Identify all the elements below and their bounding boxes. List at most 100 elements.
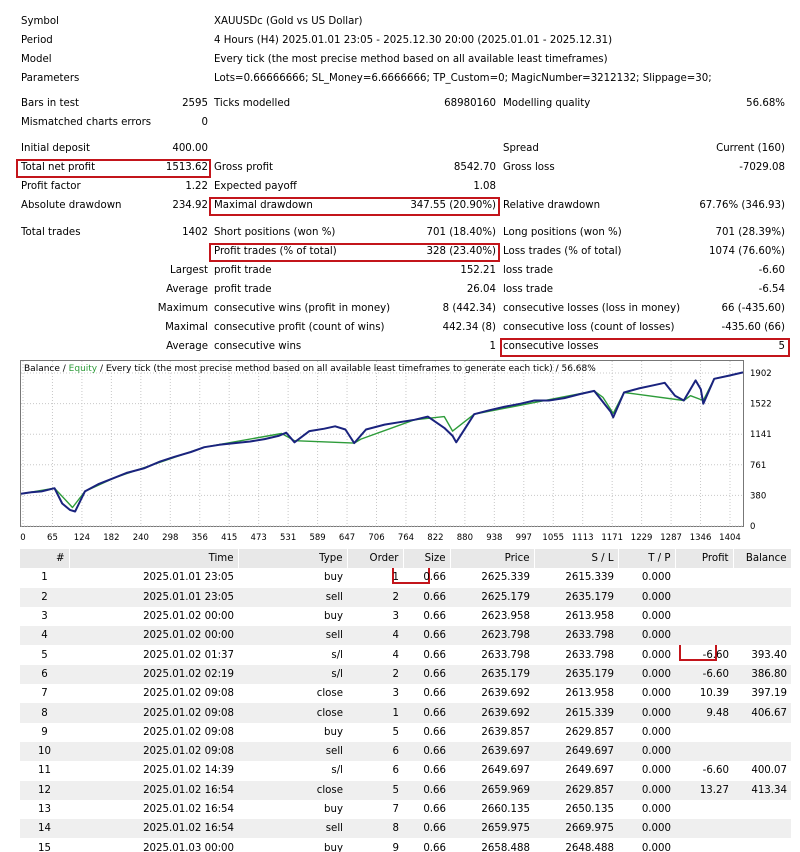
model-label: Model <box>21 54 52 65</box>
cell-order: 9 <box>392 842 399 852</box>
table-row[interactable]: 11 2025.01.02 14:39 s/l 6 0.66 2649.697 2649.6… <box>20 761 791 780</box>
cell-time: 2025.01.01 23:05 <box>143 572 234 584</box>
column-header-price[interactable]: Price <box>450 549 535 569</box>
table-row[interactable]: 9 2025.01.02 09:08 buy 5 0.66 2639.857 2629.85… <box>20 723 791 742</box>
cell-size: 0.66 <box>423 804 446 815</box>
x-tick-label: 589 <box>309 533 325 543</box>
table-row[interactable]: 6 2025.01.02 02:19 s/l 2 0.66 2635.179 2635.17… <box>20 664 791 685</box>
highlight-max-drawdown <box>209 197 500 216</box>
cell-num: 12 <box>20 780 69 800</box>
table-row[interactable]: 14 2025.01.02 16:54 sell 8 0.66 2659.975 2669.… <box>20 819 791 839</box>
x-tick-label: 124 <box>74 533 90 543</box>
column-header-tp[interactable]: T / P <box>618 549 676 569</box>
cell-size: 0.66 <box>423 572 446 584</box>
cell-balance <box>733 568 791 587</box>
cell-num: 15 <box>38 842 51 852</box>
x-tick-label: 822 <box>427 533 443 543</box>
cell-sl: 2633.798 <box>534 626 618 646</box>
cell-time: 2025.01.02 14:39 <box>143 765 234 777</box>
cell-num: 6 <box>20 664 69 685</box>
cell-profit: -6.60 <box>675 664 733 685</box>
chart-series <box>20 371 744 513</box>
cell-num: 10 <box>20 741 69 762</box>
long-positions-label: Long positions (won %) <box>503 227 622 238</box>
maximal-label: Maximal <box>165 322 208 333</box>
cell-time: 2025.01.02 16:54 <box>69 819 238 839</box>
table-row[interactable]: 13 2025.01.02 16:54 buy 7 0.66 2660.135 2650.1… <box>20 800 791 819</box>
table-row[interactable]: 8 2025.01.02 09:08 close 1 0.66 2639.692 2615.… <box>20 703 791 723</box>
x-tick-label: 938 <box>486 533 502 543</box>
maximal-consecutive-profit-value: 442.34 (8) <box>442 322 496 333</box>
gross-profit-value: 8542.70 <box>453 162 496 173</box>
cell-price: 2659.975 <box>450 819 534 839</box>
cell-price: 2658.488 <box>481 842 530 852</box>
loss-trades-label: Loss trades (% of total) <box>503 246 622 257</box>
cell-balance: 406.67 <box>733 703 791 723</box>
table-row[interactable]: 10 2025.01.02 09:08 sell 6 0.66 2639.697 2649.… <box>20 741 791 762</box>
highlight-net-profit <box>16 159 211 178</box>
legend-equity: Equity <box>69 364 98 374</box>
table-row[interactable]: 7 2025.01.02 09:08 close 3 0.66 2639.692 2613.… <box>20 684 791 703</box>
cell-num: 8 <box>20 703 69 723</box>
column-header-time[interactable]: Time <box>69 549 239 569</box>
cell-type: sell <box>238 626 347 646</box>
cell-time: 2025.01.02 09:08 <box>69 741 238 762</box>
cell-tp: 0.000 <box>641 688 671 700</box>
table-row[interactable]: 3 2025.01.02 00:00 buy 3 0.66 2623.958 2613.95… <box>20 607 791 626</box>
max-consecutive-losses-label: consecutive losses (loss in money) <box>503 303 681 314</box>
cell-price: 2660.135 <box>481 804 530 815</box>
cell-tp: 0.000 <box>618 587 675 607</box>
cell-sl: 2649.697 <box>534 741 618 762</box>
absolute-drawdown-label: Absolute drawdown <box>21 200 122 211</box>
balance-chart: Balance / Equity / Every tick (the most … <box>20 360 791 544</box>
table-row[interactable]: 5 2025.01.02 01:37 s/l 4 0.66 2633.798 2633.79… <box>20 645 791 664</box>
cell-size: 0.66 <box>403 587 450 607</box>
bars-label: Bars in test <box>21 98 80 109</box>
y-tick-label: 1522 <box>750 400 772 410</box>
chart-legend: Balance / Equity / Every tick (the most … <box>24 364 596 374</box>
cell-tp: 0.000 <box>618 703 675 723</box>
cell-sl: 2613.958 <box>565 688 614 700</box>
y-tick-label: 380 <box>750 491 766 501</box>
cell-tp: 0.000 <box>641 611 671 623</box>
table-row[interactable]: 2 2025.01.01 23:05 sell 2 0.66 2625.179 2635.1… <box>20 587 791 607</box>
cell-profit: -6.60 <box>702 765 729 777</box>
cell-order: 6 <box>392 765 399 777</box>
cell-price: 2639.692 <box>450 703 534 723</box>
average-loss-value: -6.54 <box>758 284 785 295</box>
column-header-size[interactable]: Size <box>403 549 451 569</box>
column-header-num[interactable]: # <box>20 549 70 569</box>
table-row[interactable]: 12 2025.01.02 16:54 close 5 0.66 2659.969 2629… <box>20 780 791 800</box>
table-row[interactable]: 4 2025.01.02 00:00 sell 4 0.66 2623.798 2633.7… <box>20 626 791 646</box>
cell-time: 2025.01.02 16:54 <box>143 804 234 815</box>
max-consecutive-losses-value: 66 (-435.60) <box>721 303 785 314</box>
spread-value: Current (160) <box>716 143 785 154</box>
cell-type: close <box>238 703 347 723</box>
cell-order: 5 <box>392 726 399 738</box>
column-header-sl[interactable]: S / L <box>534 549 619 569</box>
short-positions-value: 701 (18.40%) <box>426 227 496 238</box>
legend-description: / Every tick (the most precise method ba… <box>97 364 596 374</box>
cell-type: buy <box>324 842 343 852</box>
cell-type: sell <box>238 587 347 607</box>
table-row[interactable]: 15 2025.01.03 00:00 buy 9 0.66 2658.488 2648.4… <box>20 838 791 852</box>
cell-balance <box>733 607 791 626</box>
cell-time: 2025.01.03 00:00 <box>143 842 234 852</box>
maximal-consecutive-loss-label: consecutive loss (count of losses) <box>503 322 675 333</box>
column-header-profit[interactable]: Profit <box>675 549 734 569</box>
cell-time: 2025.01.02 02:19 <box>69 664 238 685</box>
cell-balance: 397.19 <box>751 688 787 700</box>
cell-balance: 386.80 <box>733 664 791 685</box>
table-row[interactable]: 1 2025.01.01 23:05 buy 1 0.66 2625.339 2615.33… <box>20 568 791 587</box>
column-header-balance[interactable]: Balance <box>733 549 792 569</box>
cell-sl: 2633.798 <box>565 649 614 661</box>
column-header-order[interactable]: Order <box>347 549 404 569</box>
expected-payoff-label: Expected payoff <box>214 181 297 192</box>
cell-time: 2025.01.02 09:08 <box>143 688 234 700</box>
cell-balance <box>733 819 791 839</box>
cell-balance <box>733 838 791 852</box>
cell-order: 1 <box>347 703 403 723</box>
column-header-type[interactable]: Type <box>238 549 348 569</box>
cell-num: 9 <box>41 726 48 738</box>
